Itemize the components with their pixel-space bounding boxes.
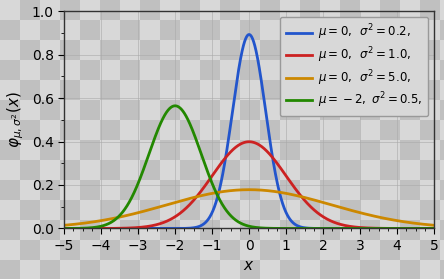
- $\mu = 0,\;\;  \sigma^2 = 0.2,$: [246, 33, 252, 36]
- $\mu = 0,\;\;  \sigma^2 = 5.0,$: [246, 188, 252, 191]
- $\mu = 0,\;\;  \sigma^2 = 5.0,$: [80, 222, 86, 225]
- $\mu = 0,\;\;  \sigma^2 = 1.0,$: [432, 227, 437, 230]
- $\mu = 0,\;\;  \sigma^2 = 5.0,$: [421, 223, 426, 226]
- $\mu = 0,\;\;  \sigma^2 = 5.0,$: [242, 188, 247, 191]
- $\mu = 0,\;\;  \sigma^2 = 0.2,$: [242, 42, 247, 45]
- $\mu = 0,\;\;  \sigma^2 = 1.0,$: [231, 147, 237, 150]
- $\mu = 0,\;\;  \sigma^2 = 0.2,$: [231, 97, 237, 101]
- $\mu = -2,\; \sigma^2 = 0.5,$: [353, 227, 358, 230]
- $\mu = 0,\;\;  \sigma^2 = 1.0,$: [421, 227, 426, 230]
- $\mu = -2,\; \sigma^2 = 0.5,$: [61, 227, 67, 230]
- $\mu = 0,\;\;  \sigma^2 = 5.0,$: [353, 210, 358, 213]
- $\mu = -2,\; \sigma^2 = 0.5,$: [232, 217, 237, 221]
- $\mu = 0,\;\;  \sigma^2 = 1.0,$: [420, 227, 426, 230]
- Line: $\mu = -2,\; \sigma^2 = 0.5,$: $\mu = -2,\; \sigma^2 = 0.5,$: [64, 106, 434, 229]
- $\mu = -2,\; \sigma^2 = 0.5,$: [420, 227, 426, 230]
- Legend: $\mu = 0,\;\;  \sigma^2 = 0.2,$, $\mu = 0,\;\;  \sigma^2 = 1.0,$, $\mu = 0,\;\; : $\mu = 0,\;\; \sigma^2 = 0.2,$, $\mu = 0…: [280, 17, 428, 116]
- $\mu = 0,\;\;  \sigma^2 = 1.0,$: [80, 227, 86, 230]
- $\mu = 0,\;\;  \sigma^2 = 5.0,$: [61, 223, 67, 227]
- $\mu = 0,\;\;  \sigma^2 = 0.2,$: [61, 227, 67, 230]
- $\mu = 0,\;\;  \sigma^2 = 5.0,$: [231, 189, 237, 192]
- X-axis label: $x$: $x$: [243, 258, 255, 273]
- Y-axis label: $\varphi_{\mu,\sigma^2}(x)$: $\varphi_{\mu,\sigma^2}(x)$: [6, 92, 26, 148]
- $\mu = 0,\;\;  \sigma^2 = 0.2,$: [420, 227, 426, 230]
- $\mu = 0,\;\;  \sigma^2 = 0.2,$: [421, 227, 426, 230]
- $\mu = -2,\; \sigma^2 = 0.5,$: [242, 223, 247, 226]
- $\mu = -2,\; \sigma^2 = 0.5,$: [432, 227, 437, 230]
- $\mu = 0,\;\;  \sigma^2 = 1.0,$: [242, 141, 247, 144]
- $\mu = 0,\;\;  \sigma^2 = 1.0,$: [353, 225, 358, 229]
- $\mu = 0,\;\;  \sigma^2 = 1.0,$: [61, 227, 67, 230]
- $\mu = 0,\;\;  \sigma^2 = 5.0,$: [432, 223, 437, 227]
- $\mu = 0,\;\;  \sigma^2 = 0.2,$: [353, 227, 358, 230]
- $\mu = -2,\; \sigma^2 = 0.5,$: [80, 227, 86, 230]
- $\mu = 0,\;\;  \sigma^2 = 0.2,$: [432, 227, 437, 230]
- $\mu = -2,\; \sigma^2 = 0.5,$: [421, 227, 426, 230]
- $\mu = -2,\; \sigma^2 = 0.5,$: [173, 104, 178, 107]
- Line: $\mu = 0,\;\;  \sigma^2 = 0.2,$: $\mu = 0,\;\; \sigma^2 = 0.2,$: [64, 35, 434, 229]
- Line: $\mu = 0,\;\;  \sigma^2 = 5.0,$: $\mu = 0,\;\; \sigma^2 = 5.0,$: [64, 190, 434, 225]
- $\mu = 0,\;\;  \sigma^2 = 0.2,$: [80, 227, 86, 230]
- $\mu = 0,\;\;  \sigma^2 = 5.0,$: [420, 223, 426, 226]
- $\mu = 0,\;\;  \sigma^2 = 1.0,$: [246, 140, 252, 143]
- Line: $\mu = 0,\;\;  \sigma^2 = 1.0,$: $\mu = 0,\;\; \sigma^2 = 1.0,$: [64, 142, 434, 229]
